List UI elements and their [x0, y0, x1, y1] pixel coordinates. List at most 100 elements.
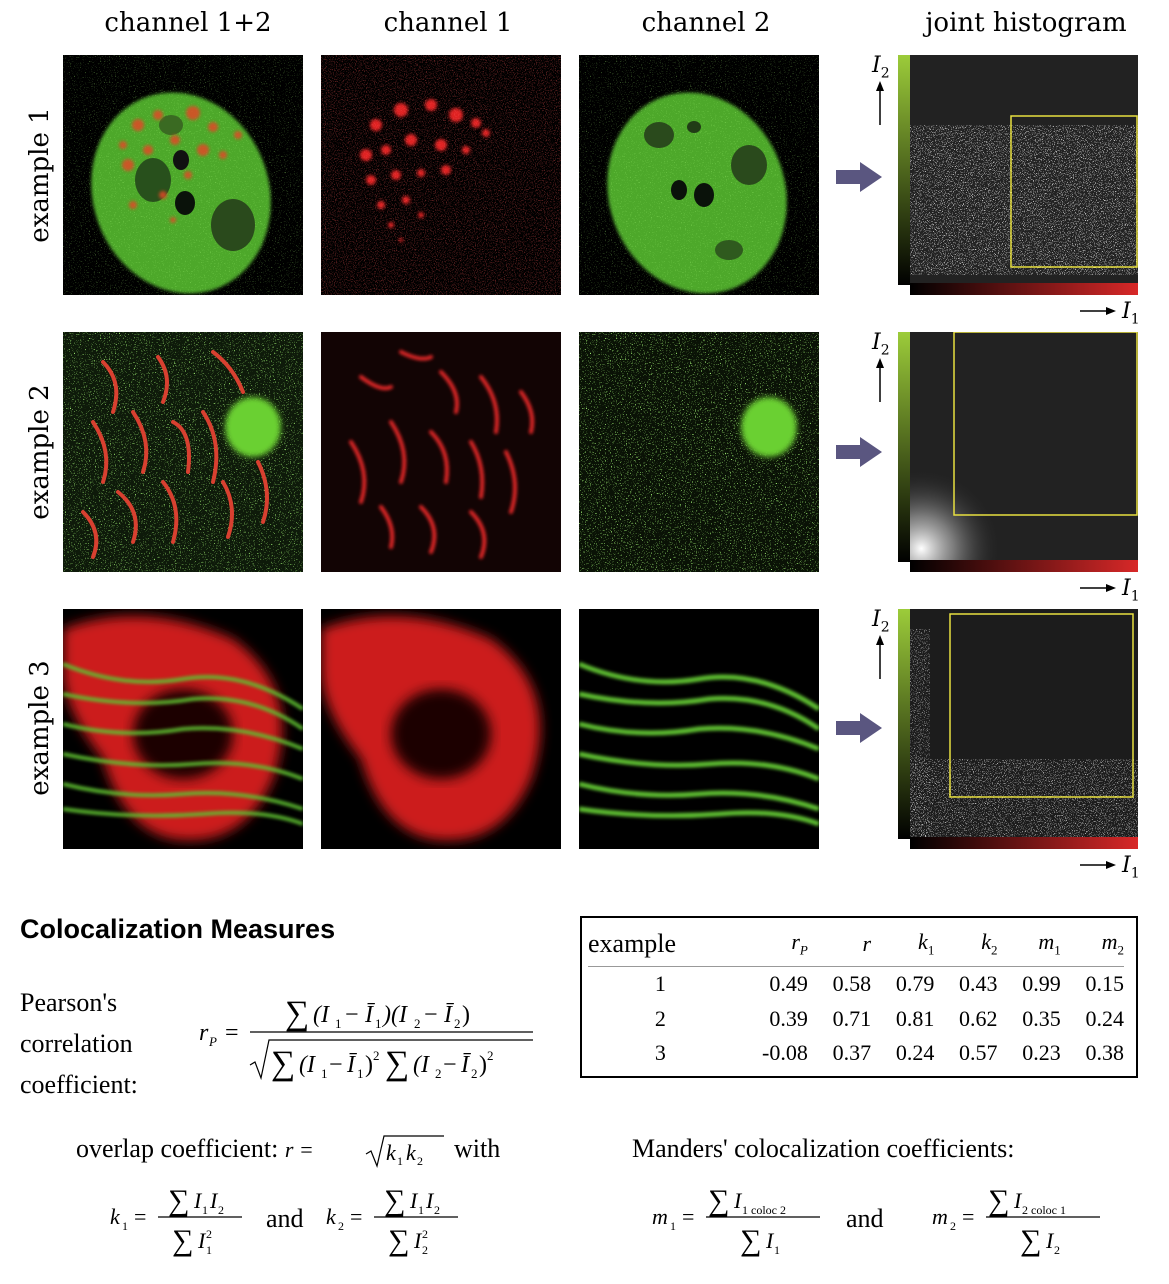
svg-text:2: 2	[373, 1048, 380, 1063]
svg-text:k: k	[406, 1140, 417, 1165]
y-axis-label: I2	[872, 330, 890, 359]
joint-histogram-example-1: I2 I1	[870, 53, 1150, 327]
svg-text:=: =	[134, 1204, 146, 1229]
table-cell: 0.71	[832, 1006, 872, 1031]
section-title: Colocalization Measures	[20, 914, 336, 944]
arrow-example-2	[836, 437, 882, 467]
table-row: 3 -0.08 0.37 0.24 0.57 0.23 0.38	[588, 1036, 1124, 1070]
svg-text:Ī: Ī	[443, 1002, 454, 1028]
arrow-example-3	[836, 713, 882, 743]
svg-text:): )	[365, 1052, 373, 1078]
table-cell: 3	[654, 1040, 666, 1065]
table-cell: 0.35	[1022, 1006, 1061, 1031]
svg-text:∑: ∑	[385, 1045, 409, 1082]
joint-histogram-example-3: I2 I1	[870, 607, 1150, 882]
table-cell: -0.08	[762, 1040, 808, 1065]
svg-text:∑: ∑	[172, 1224, 193, 1257]
pearson-lhs: r	[199, 1020, 209, 1046]
overlap-and: and	[266, 1204, 304, 1233]
x-colorbar	[910, 560, 1138, 572]
table-cell: 0.38	[1085, 1040, 1125, 1065]
row-label-example-1: example 1	[25, 107, 55, 243]
svg-text:2: 2	[435, 1066, 442, 1081]
image-example-2-channel-1	[321, 332, 561, 572]
table-cell: 0.79	[895, 971, 935, 997]
svg-text:I: I	[413, 1228, 423, 1253]
svg-text:P: P	[208, 1034, 217, 1049]
column-header-joint-histogram: joint histogram	[925, 8, 1127, 38]
row-label-example-2: example 2	[25, 384, 55, 520]
svg-text:2: 2	[434, 1203, 440, 1217]
svg-text:I: I	[1045, 1228, 1055, 1253]
column-header-channel-1: channel 1	[383, 8, 513, 38]
svg-text:k: k	[110, 1204, 121, 1229]
threshold-box	[1010, 115, 1138, 268]
svg-text:∑: ∑	[388, 1224, 409, 1257]
svg-text:2: 2	[1054, 1243, 1060, 1257]
x-axis-label: I1	[1122, 853, 1140, 882]
overlap-with: with	[454, 1134, 501, 1163]
header-example: example	[588, 928, 677, 958]
table-cell: 0.99	[1022, 971, 1061, 997]
pearson-label: Pearson's correlation coefficient:	[20, 982, 138, 1105]
pearson-label-line-3: coefficient:	[20, 1070, 138, 1099]
arrow-shape	[836, 713, 882, 743]
table-cell: 0.39	[769, 1006, 808, 1031]
svg-text:∑: ∑	[168, 1184, 189, 1217]
overlap-label: overlap coefficient: r =	[76, 1134, 314, 1163]
table-cell: 0.62	[959, 1006, 998, 1031]
table-cell: 0.58	[832, 971, 872, 997]
image-example-1-merged	[63, 55, 303, 295]
joint-histogram-example-2: I2 I1	[870, 330, 1150, 605]
overlap-formula-prefix: r =	[284, 1137, 314, 1162]
svg-text:2: 2	[487, 1048, 494, 1063]
svg-text:(I: (I	[313, 1002, 330, 1028]
svg-text:2: 2	[218, 1203, 224, 1217]
measures-table-box: example rP r k1 k2 m1 m2 1 0.49 0.58 0.7…	[580, 916, 1138, 1078]
table-cell: 0.24	[1085, 1006, 1125, 1031]
measures-table: example rP r k1 k2 m1 m2 1 0.49 0.58 0.7…	[588, 922, 1124, 1070]
svg-text:2: 2	[950, 1219, 956, 1233]
table-cell: 0.81	[895, 1006, 935, 1031]
svg-text:Ī: Ī	[346, 1052, 357, 1078]
svg-text:m: m	[932, 1204, 948, 1229]
header-rp: rP	[791, 929, 808, 958]
svg-text:1: 1	[418, 1203, 424, 1217]
y-colorbar	[898, 55, 910, 285]
svg-text:∑: ∑	[708, 1184, 729, 1217]
arrow-shape	[836, 162, 882, 192]
svg-text:−: −	[443, 1052, 457, 1078]
svg-text:∑: ∑	[285, 995, 309, 1032]
svg-text:I: I	[733, 1188, 743, 1213]
manders-label: Manders' colocalization coefficients:	[632, 1134, 1015, 1163]
arrow-shape	[836, 437, 882, 467]
svg-text:∑: ∑	[988, 1184, 1009, 1217]
table-cell: 0.37	[832, 1040, 872, 1065]
threshold-box	[949, 613, 1134, 798]
svg-text:(I: (I	[413, 1052, 430, 1078]
svg-text:1: 1	[122, 1219, 128, 1233]
svg-text:I: I	[209, 1188, 219, 1213]
table-cell: 0.23	[1022, 1040, 1061, 1065]
svg-text:=: =	[350, 1204, 362, 1229]
table-cell: 0.49	[769, 971, 808, 997]
manders-sub-1: 1 coloc 2	[742, 1203, 786, 1217]
svg-text:∑: ∑	[740, 1224, 761, 1257]
svg-text:1: 1	[397, 1154, 403, 1168]
x-axis-label: I1	[1122, 576, 1140, 605]
svg-text:−: −	[329, 1052, 343, 1078]
row-label-example-3: example 3	[25, 660, 55, 796]
image-example-3-channel-1	[321, 609, 561, 849]
svg-text:=: =	[225, 1020, 239, 1046]
svg-text:): )	[462, 1002, 470, 1028]
svg-text:)(I: )(I	[381, 1002, 408, 1028]
svg-text:1: 1	[206, 1243, 212, 1257]
column-header-channel-2: channel 2	[641, 8, 771, 38]
svg-text:Ī: Ī	[460, 1052, 471, 1078]
image-example-3-merged	[63, 609, 303, 849]
svg-text:k: k	[386, 1140, 397, 1165]
svg-text:1: 1	[774, 1243, 780, 1257]
table-row: 1 0.49 0.58 0.79 0.43 0.99 0.15	[588, 966, 1124, 1002]
